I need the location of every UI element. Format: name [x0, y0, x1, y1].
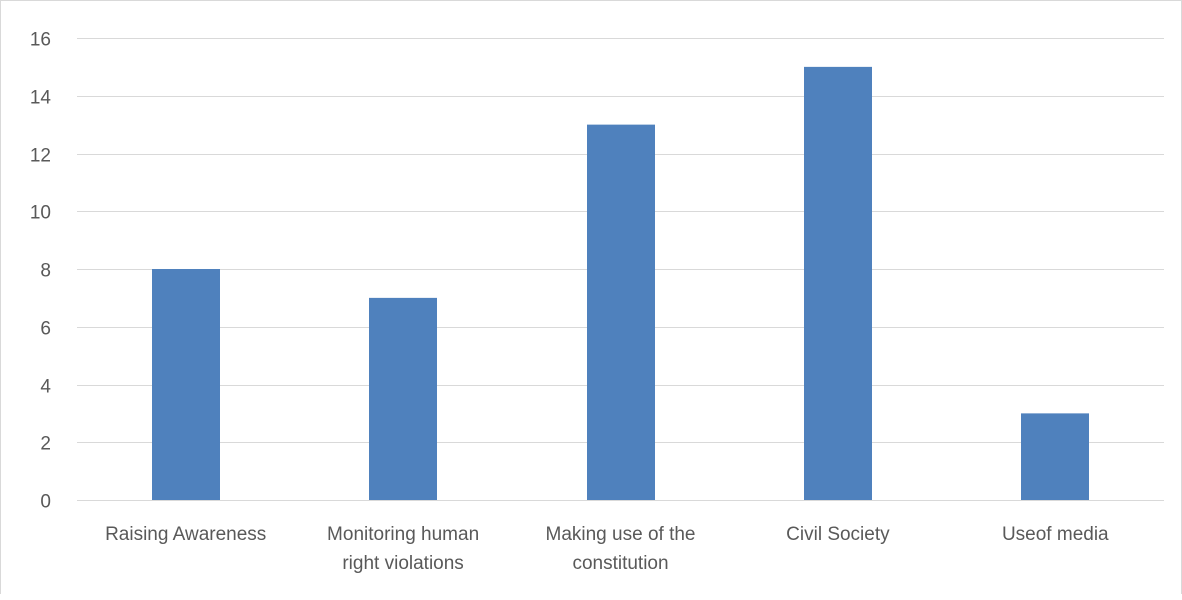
bar: [804, 66, 872, 500]
x-category-label: Civil Society: [786, 524, 890, 545]
x-category-label-line: Monitoring human: [327, 524, 479, 545]
x-category-label: Useof media: [1002, 524, 1109, 545]
y-tick-label: 8: [40, 261, 51, 282]
y-tick-label: 14: [30, 88, 52, 109]
x-category-label-line: constitution: [572, 553, 668, 574]
x-category-label: Making use of the constitution: [546, 524, 696, 574]
y-tick-label: 12: [30, 146, 51, 167]
x-category-label: Monitoring human right violations: [327, 524, 479, 574]
bars: [152, 66, 1089, 500]
y-axis-tick-labels: 0 2 4 6 8 10 12 14 16: [30, 30, 52, 513]
x-category-label-line: Raising Awareness: [105, 524, 266, 545]
bar: [1021, 413, 1089, 500]
x-category-label-line: Civil Society: [786, 524, 890, 545]
x-category-label-line: right violations: [342, 553, 463, 574]
y-tick-label: 16: [30, 30, 51, 51]
x-category-label-line: Making use of the: [546, 524, 696, 545]
bar: [369, 297, 437, 500]
bar: [587, 124, 655, 500]
x-axis-category-labels: Raising Awareness Monitoring human right v…: [105, 524, 1109, 574]
y-tick-label: 2: [40, 434, 51, 455]
y-tick-label: 4: [40, 377, 51, 398]
x-category-label-line: Useof media: [1002, 524, 1109, 545]
y-tick-label: 10: [30, 203, 51, 224]
y-tick-label: 6: [40, 319, 51, 340]
bar: [152, 269, 220, 500]
y-tick-label: 0: [40, 492, 51, 513]
x-category-label: Raising Awareness: [105, 524, 266, 545]
